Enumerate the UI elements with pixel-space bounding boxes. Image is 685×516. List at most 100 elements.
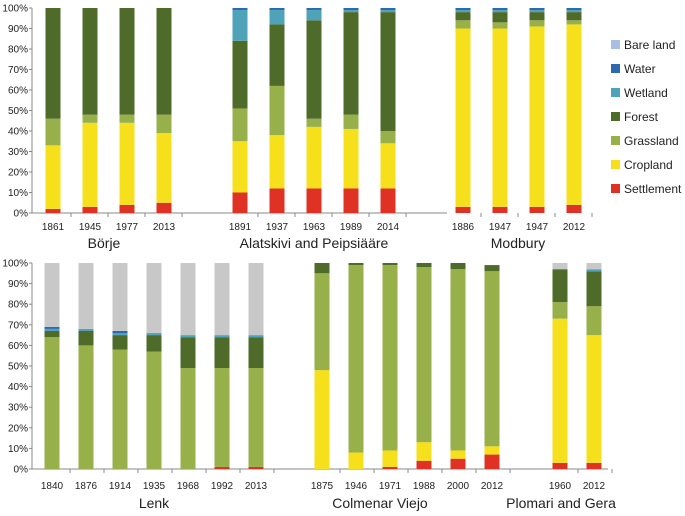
y-tick-label-bottom-9: 90% <box>8 279 28 290</box>
group-label-colmenar-viejo: Colmenar Viejo <box>332 495 428 511</box>
segment-colmenar-viejo-1946-cropland <box>348 452 364 469</box>
group-label-lenk: Lenk <box>139 495 170 511</box>
legend-swatch-forest <box>611 112 620 121</box>
segment-plomari-and-gera-2012-forest <box>586 271 602 307</box>
x-tick-label-borje-1: 1945 <box>79 222 102 233</box>
segment-colmenar-viejo-2012-settlement <box>484 454 500 469</box>
y-tick-label-top-4: 40% <box>8 127 28 138</box>
segment-alatskivi-and-peipsiaare-1891-settlement <box>232 192 248 213</box>
y-tick-label-top-2: 20% <box>8 168 28 179</box>
segment-alatskivi-and-peipsiaare-2014-cropland <box>380 143 396 189</box>
y-tick-label-bottom-0: 0% <box>14 465 29 476</box>
y-tick-label-top-9: 90% <box>8 24 28 35</box>
segment-colmenar-viejo-1971-forest <box>382 263 398 266</box>
bar-alatskivi-and-peipsiaare-1989 <box>343 8 359 213</box>
segment-lenk-1914-water <box>112 330 128 334</box>
segment-modbury-1947-forest <box>492 12 508 23</box>
segment-alatskivi-and-peipsiaare-2014-grassland <box>380 131 396 144</box>
segment-colmenar-viejo-1971-settlement <box>382 466 398 469</box>
segment-alatskivi-and-peipsiaare-1937-forest <box>269 24 285 86</box>
segment-alatskivi-and-peipsiaare-2014-wetland <box>380 10 396 13</box>
segment-lenk-1992-forest <box>214 337 230 369</box>
legend-item-grassland: Grassland <box>611 134 679 148</box>
bar-colmenar-viejo-1988 <box>416 263 432 469</box>
legend-swatch-cropland <box>611 160 620 169</box>
legend-item-wetland: Wetland <box>611 86 668 100</box>
segment-lenk-2013-grassland <box>248 368 264 467</box>
x-tick-label-lenk-5: 1992 <box>211 481 234 492</box>
bar-lenk-1935 <box>146 263 162 469</box>
group-lenk: 1840 1876 1914 1935 1968 1992 2013 Lenk <box>41 263 275 511</box>
group-label-alatskivi-and-peipsiaare: Alatskivi and Peipsiääre <box>240 235 389 251</box>
segment-modbury-1886-settlement <box>455 206 471 213</box>
legend-label-wetland: Wetland <box>624 86 668 100</box>
segment-modbury-1947-grassland <box>492 22 508 29</box>
x-tick-label-lenk-1: 1876 <box>75 481 98 492</box>
segment-alatskivi-and-peipsiaare-1989-cropland <box>343 128 359 189</box>
x-tick-label-modbury-2: 1947 <box>526 222 549 233</box>
bar-lenk-1840 <box>44 263 60 469</box>
segment-alatskivi-and-peipsiaare-1937-settlement <box>269 188 285 213</box>
y-tick-label-bottom-10: 100% <box>2 259 28 270</box>
legend-item-water: Water <box>611 62 656 76</box>
segment-colmenar-viejo-1875-cropland <box>314 370 330 469</box>
segment-lenk-1876-unlabeled <box>78 263 94 329</box>
y-tick-label-bottom-1: 10% <box>8 444 28 455</box>
segment-borje-1945-forest <box>82 8 98 115</box>
segment-borje-2013-forest <box>156 8 172 115</box>
segment-lenk-1992-settlement <box>214 466 230 469</box>
segment-lenk-2013-settlement <box>248 466 264 469</box>
legend-label-forest: Forest <box>624 110 659 124</box>
legend-label-bare-land: Bare land <box>624 38 675 52</box>
x-tick-label-colmenar-viejo-5: 2012 <box>481 481 504 492</box>
segment-alatskivi-and-peipsiaare-1891-grassland <box>232 108 248 142</box>
y-tick-label-top-10: 100% <box>2 4 28 15</box>
bar-alatskivi-and-peipsiaare-1963 <box>306 8 322 213</box>
y-tick-label-bottom-5: 50% <box>8 362 28 373</box>
segment-alatskivi-and-peipsiaare-1891-water <box>232 8 248 11</box>
panel-top: 0% 10% 20% 30% 40% 50% 60% 70% 80% 90% 100% 1861 194… <box>2 4 593 251</box>
segment-modbury-2012-settlement <box>566 204 582 213</box>
segment-colmenar-viejo-2012-grassland <box>484 271 500 447</box>
legend-label-grassland: Grassland <box>624 134 679 148</box>
segment-modbury-1947-grassland <box>529 20 545 27</box>
segment-lenk-1968-forest <box>180 337 196 369</box>
group-borje: 1861 1945 1977 2013 Börje <box>42 8 183 251</box>
y-tick-label-bottom-7: 70% <box>8 320 28 331</box>
y-tick-label-top-6: 60% <box>8 86 28 97</box>
bar-plomari-and-gera-1960 <box>552 263 568 469</box>
segment-modbury-1886-water <box>455 8 471 11</box>
segment-modbury-1947-water <box>492 8 508 11</box>
bar-lenk-1876 <box>78 263 94 469</box>
group-label-plomari-and-gera: Plomari and Gera <box>506 495 616 511</box>
segment-colmenar-viejo-2012-forest <box>484 265 500 272</box>
x-tick-label-borje-3: 2013 <box>153 222 176 233</box>
group-alatskivi-and-peipsiaare: 1891 1937 1963 1989 2014 Alatskivi and Peipsi… <box>229 8 407 251</box>
segment-alatskivi-and-peipsiaare-1989-forest <box>343 12 359 115</box>
segment-alatskivi-and-peipsiaare-2014-water <box>380 8 396 11</box>
segment-borje-1977-settlement <box>119 204 135 213</box>
segment-lenk-1840-water <box>44 326 60 329</box>
segment-modbury-1886-forest <box>455 12 471 21</box>
bar-colmenar-viejo-1971 <box>382 263 398 469</box>
x-tick-label-lenk-4: 1968 <box>177 481 200 492</box>
segment-modbury-1886-wetland <box>455 10 471 13</box>
x-tick-label-colmenar-viejo-2: 1971 <box>379 481 402 492</box>
segment-borje-1861-cropland <box>45 145 61 209</box>
bar-borje-1945 <box>82 8 98 213</box>
bar-borje-1977 <box>119 8 135 213</box>
segment-alatskivi-and-peipsiaare-1989-wetland <box>343 10 359 13</box>
segment-modbury-2012-cropland <box>566 24 582 205</box>
segment-colmenar-viejo-1988-forest <box>416 263 432 268</box>
y-tick-label-top-0: 0% <box>14 209 29 220</box>
group-colmenar-viejo: 1875 1946 1971 1988 2000 2012 Colmenar Viejo <box>311 263 511 511</box>
segment-lenk-1840-wetland <box>44 328 60 331</box>
segment-colmenar-viejo-1988-grassland <box>416 267 432 443</box>
bar-modbury-2012 <box>566 8 582 213</box>
bar-modbury-1947 <box>529 8 545 213</box>
segment-modbury-1947-wetland <box>492 10 508 13</box>
segment-modbury-2012-grassland <box>566 20 582 25</box>
bar-modbury-1886 <box>455 8 471 213</box>
group-plomari-and-gera: 1960 2012 Plomari and Gera <box>506 263 616 511</box>
segment-colmenar-viejo-1971-cropland <box>382 450 398 467</box>
